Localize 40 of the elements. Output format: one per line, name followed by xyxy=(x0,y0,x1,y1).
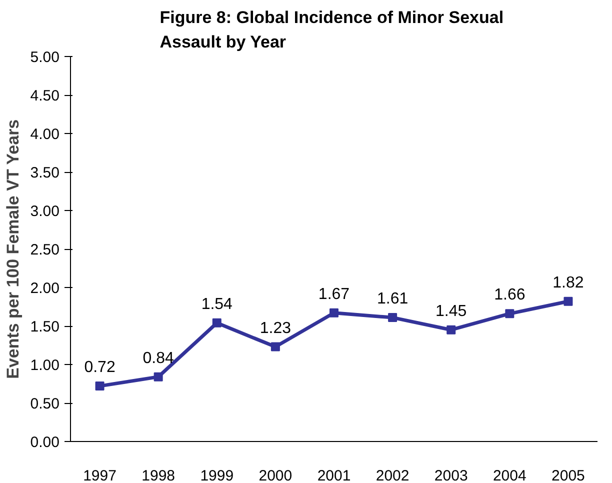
point xyxy=(446,325,456,334)
x-tick-label: 2004 xyxy=(492,468,526,483)
point xyxy=(564,296,573,306)
x-tick-label: 2001 xyxy=(317,468,351,483)
y-tick-label: 1.00 xyxy=(30,357,60,374)
chart-title: Figure 8: Global Incidence of Minor Sexual Assault by Year xyxy=(160,8,504,52)
y-tick-label: 5.00 xyxy=(30,49,60,66)
point xyxy=(154,372,163,382)
point xyxy=(330,308,338,318)
x-tick-label: 1998 xyxy=(142,468,176,483)
x-tick-label: 2002 xyxy=(376,468,410,483)
y-tick-label: 0.00 xyxy=(30,434,60,451)
point xyxy=(95,382,104,391)
y-tick-label: 2.50 xyxy=(30,242,60,258)
point xyxy=(270,342,280,352)
data-label: 0.72 xyxy=(84,359,116,376)
y-axis-title: Events per 100 Female VT Years xyxy=(3,119,22,379)
y-tick-label: 1.50 xyxy=(30,318,60,336)
data-label: 1.66 xyxy=(494,286,526,304)
data-label: 1.61 xyxy=(376,290,408,308)
point xyxy=(388,313,398,322)
data-label: 1.23 xyxy=(260,320,292,337)
x-tick-label: 2005 xyxy=(552,468,585,483)
point xyxy=(505,309,514,318)
y-tick-label: 3.00 xyxy=(30,203,60,220)
y-tick-label: 3.50 xyxy=(30,164,60,182)
y-tick-label: 0.50 xyxy=(30,396,60,412)
data-label: 1.67 xyxy=(318,286,350,303)
data-label: 1.54 xyxy=(201,296,233,313)
y-tick-label: 4.50 xyxy=(30,88,60,104)
x-tick-label: 2003 xyxy=(434,468,468,483)
data-label: 1.82 xyxy=(552,274,584,292)
data-label: 1.45 xyxy=(436,302,467,320)
point xyxy=(212,318,222,328)
y-tick-label: 2.00 xyxy=(30,280,60,297)
x-tick-label: 2000 xyxy=(258,468,292,483)
data-label: 0.84 xyxy=(142,350,174,367)
x-tick-label: 1997 xyxy=(83,468,116,483)
y-tick-label: 4.00 xyxy=(30,126,60,143)
x-tick-label: 1999 xyxy=(200,468,234,483)
